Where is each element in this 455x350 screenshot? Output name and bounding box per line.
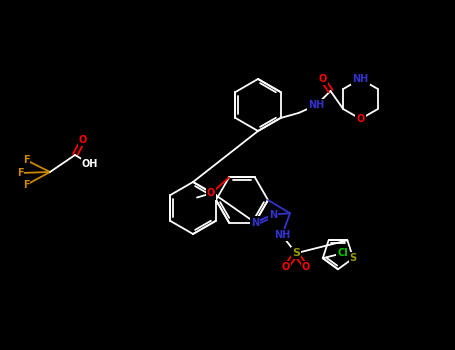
Text: F: F — [23, 155, 29, 165]
Text: O: O — [318, 74, 327, 84]
Text: O: O — [282, 262, 290, 272]
Text: O: O — [207, 189, 215, 198]
Text: NH: NH — [274, 230, 290, 240]
Text: O: O — [356, 114, 364, 124]
Text: S: S — [349, 253, 357, 263]
Text: OH: OH — [82, 159, 98, 169]
Text: N: N — [269, 210, 277, 219]
Text: NH: NH — [308, 100, 324, 110]
Text: NH: NH — [352, 74, 369, 84]
Text: F: F — [23, 180, 29, 190]
Text: Cl: Cl — [338, 248, 348, 258]
Text: N: N — [251, 217, 259, 228]
Text: O: O — [79, 135, 87, 145]
Text: S: S — [292, 248, 300, 258]
Text: O: O — [302, 262, 310, 272]
Text: F: F — [17, 168, 23, 178]
